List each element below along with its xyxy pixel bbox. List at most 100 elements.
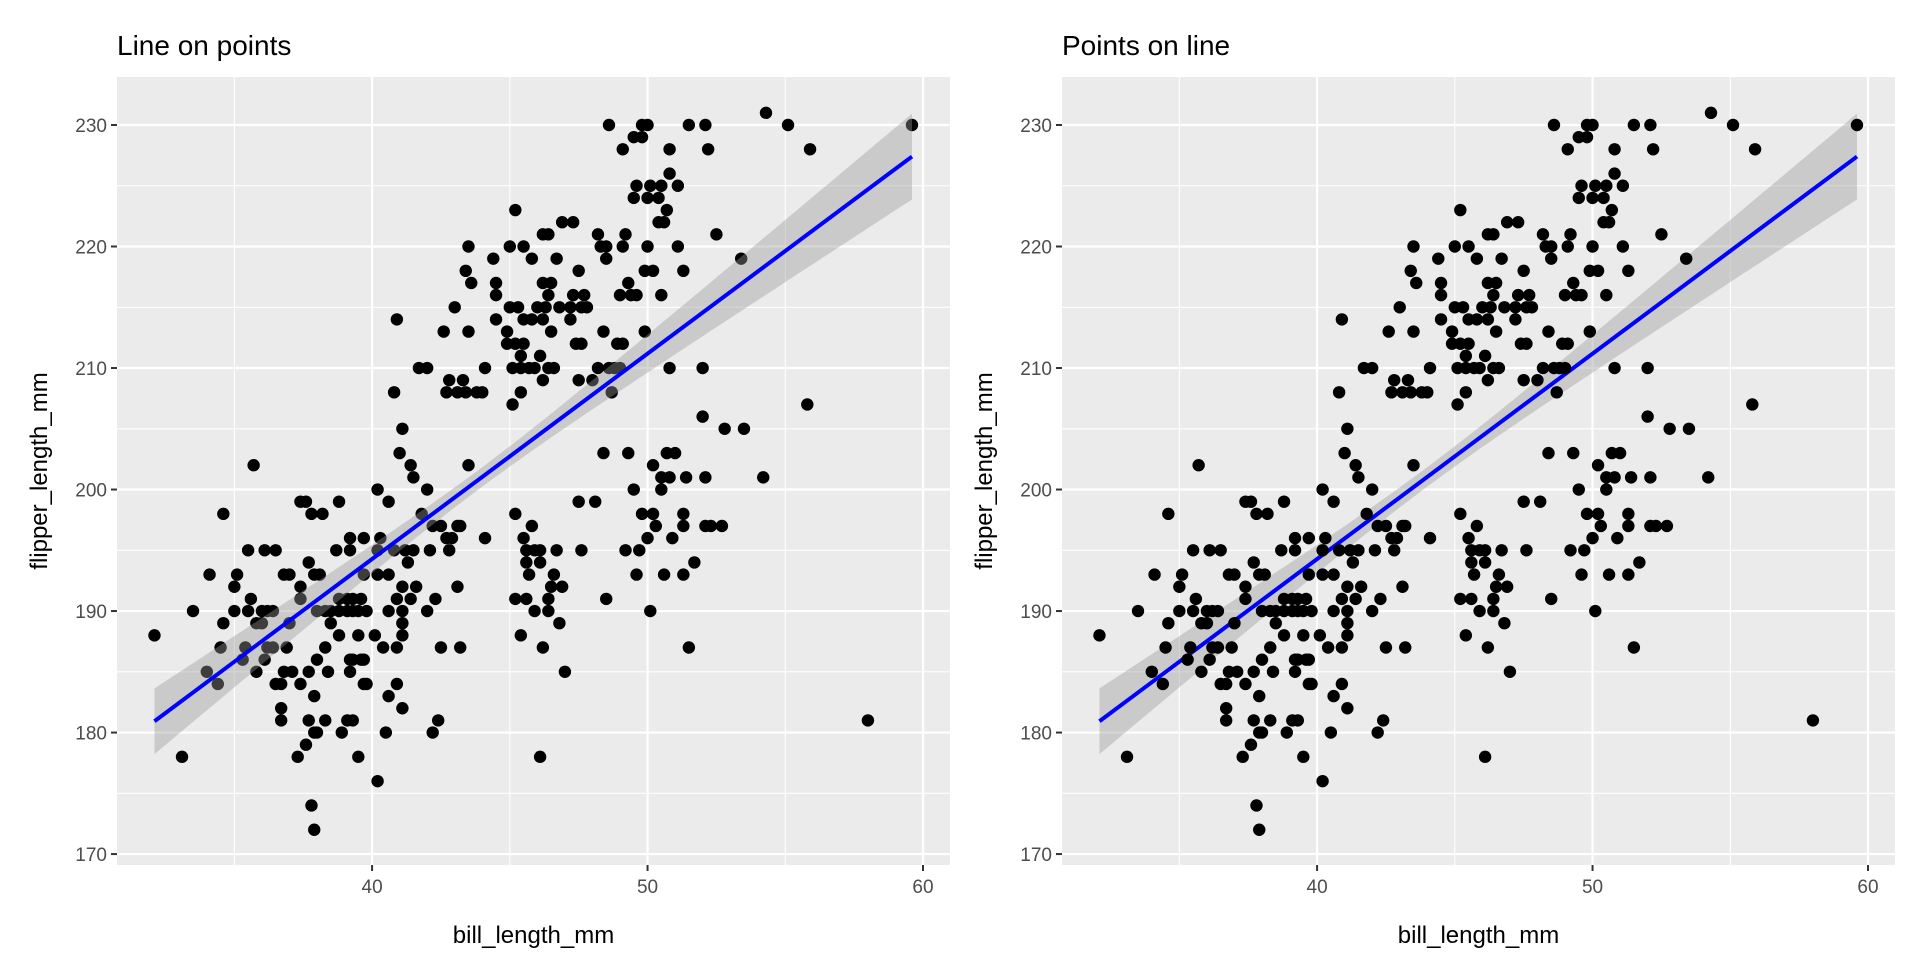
data-point [382,604,395,618]
data-point [542,604,555,618]
data-point [1399,641,1412,654]
data-point [1600,179,1613,192]
data-point [431,714,445,727]
data-point [357,531,371,545]
data-point [247,459,260,472]
data-point [1239,677,1252,691]
data-point [616,337,629,350]
data-point [454,641,467,654]
data-point [533,544,547,557]
data-point [1509,301,1522,314]
data-point [1335,313,1349,326]
data-point [1396,580,1409,593]
data-point [616,240,629,253]
data-point [1316,483,1329,496]
data-point [544,276,558,290]
data-point [274,714,288,727]
data-point [1297,750,1310,764]
data-point [699,118,712,132]
data-point [1702,471,1715,484]
data-point [591,228,605,241]
data-point [520,556,533,569]
data-point [1244,738,1258,751]
data-point [1622,507,1635,521]
data-point [354,592,368,606]
data-point [1316,774,1329,788]
data-point [330,544,343,557]
data-point [1589,179,1602,192]
data-point [1489,276,1503,290]
data-point [1385,386,1398,399]
data-point [437,325,450,338]
data-point [1586,118,1599,132]
chart-title: Line on points [117,30,291,61]
data-point [1264,641,1277,654]
data-point [1316,568,1329,581]
data-point [1511,288,1525,302]
data-point [1492,568,1506,581]
data-point [528,361,541,375]
data-point [1542,446,1555,460]
data-point [360,604,373,618]
data-point [1349,592,1362,606]
data-point [1390,531,1404,545]
data-point [616,143,629,156]
data-point [517,337,530,350]
data-point [564,313,577,326]
data-point [1247,714,1260,727]
data-point [1481,373,1495,387]
data-point [630,179,643,192]
data-point [1203,544,1216,557]
data-point [1572,191,1585,205]
data-point [1162,616,1175,630]
data-point [1327,568,1340,581]
data-point [1498,616,1511,630]
data-point [465,276,478,290]
data-point [572,495,585,508]
data-point [274,677,288,691]
data-point [1580,507,1594,521]
data-point [1360,507,1373,521]
data-point [1404,386,1417,399]
data-point [462,325,475,338]
data-point [1250,507,1263,521]
data-point [619,544,632,557]
data-point [1545,240,1558,253]
data-point [203,568,216,581]
data-point [566,288,580,302]
data-point [401,556,415,569]
data-point [1622,264,1635,278]
data-point [517,531,530,545]
data-point [1145,665,1159,678]
chart-title: Points on line [1062,30,1230,61]
data-point [332,629,346,642]
data-point [663,143,676,156]
x-axis-title: bill_length_mm [453,922,614,949]
data-point [627,483,640,496]
data-point [415,507,428,521]
data-point [514,386,528,399]
data-point [230,568,244,581]
data-point [478,361,492,375]
data-point [228,604,241,618]
data-point [1365,483,1379,496]
data-point [443,373,456,387]
data-point [757,471,770,484]
data-point [1335,641,1349,654]
data-point [1591,507,1605,521]
data-point [1462,240,1475,253]
data-point [679,471,693,484]
data-point [1275,544,1288,557]
data-point [566,216,580,229]
data-point [638,325,651,338]
y-tick-label: 180 [1020,724,1052,745]
data-point [506,398,519,411]
data-point [319,714,332,727]
data-point [1575,568,1588,581]
data-point [644,604,657,618]
data-point [533,556,547,569]
data-point [701,143,715,156]
data-point [1522,288,1536,302]
data-point [274,702,288,715]
data-point [1280,726,1293,739]
